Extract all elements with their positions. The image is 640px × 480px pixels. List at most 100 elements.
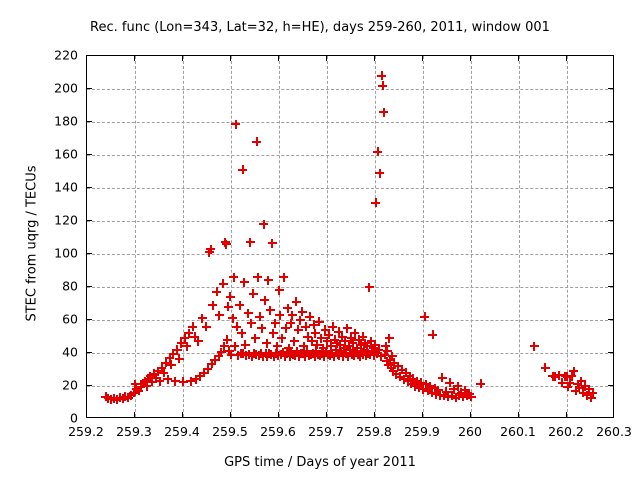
- data-point: [365, 350, 375, 360]
- data-point: [272, 341, 282, 351]
- gridline-vertical: [231, 56, 232, 417]
- data-point: [268, 328, 278, 338]
- data-point: [155, 376, 165, 386]
- data-point: [586, 393, 596, 403]
- data-point: [151, 373, 161, 383]
- data-point: [384, 333, 394, 343]
- data-point: [180, 333, 190, 343]
- x-tick-mark: [566, 412, 567, 418]
- data-point: [219, 341, 229, 351]
- data-point: [166, 360, 176, 370]
- y-tick-mark: [86, 121, 92, 122]
- data-point: [386, 363, 396, 373]
- data-point: [195, 371, 205, 381]
- data-point: [313, 350, 323, 360]
- data-point: [395, 372, 405, 382]
- data-point: [352, 343, 362, 353]
- data-point: [550, 372, 560, 382]
- data-point: [302, 346, 312, 356]
- gridline-horizontal: [87, 386, 613, 387]
- data-point: [267, 238, 277, 248]
- x-tick-mark: [518, 412, 519, 418]
- x-tick-mark: [182, 412, 183, 418]
- data-point: [106, 394, 116, 404]
- data-point: [257, 323, 267, 333]
- data-point: [299, 341, 309, 351]
- data-point: [212, 287, 222, 297]
- data-point: [382, 356, 392, 366]
- y-tick-mark: [608, 121, 614, 122]
- data-point: [307, 336, 317, 346]
- data-point: [401, 368, 411, 378]
- data-point: [204, 247, 214, 257]
- data-point: [529, 341, 539, 351]
- data-point: [203, 364, 213, 374]
- gridline-horizontal: [87, 122, 613, 123]
- data-point: [332, 338, 342, 348]
- x-tick-label: 259.8: [356, 424, 392, 439]
- data-point: [123, 393, 133, 403]
- x-tick-mark: [134, 55, 135, 61]
- plot-area: [86, 55, 614, 418]
- data-point: [337, 332, 347, 341]
- data-point: [314, 317, 324, 327]
- data-point: [334, 327, 344, 337]
- data-point: [380, 350, 390, 360]
- y-tick-mark: [608, 187, 614, 188]
- data-point: [306, 350, 316, 360]
- gridline-vertical: [135, 56, 136, 417]
- data-point: [362, 341, 372, 351]
- y-tick-label: 0: [70, 410, 78, 426]
- data-point: [157, 363, 167, 373]
- data-point: [232, 322, 242, 332]
- y-tick-label: 20: [62, 377, 78, 393]
- data-point: [288, 350, 298, 360]
- data-point: [201, 322, 211, 332]
- x-tick-label: 259.9: [404, 424, 440, 439]
- data-point: [281, 323, 291, 333]
- data-point: [441, 387, 451, 397]
- data-point: [303, 332, 313, 341]
- gridline-horizontal: [87, 287, 613, 288]
- data-point: [403, 376, 413, 386]
- y-tick-mark: [86, 385, 92, 386]
- data-point: [408, 374, 418, 384]
- gridline-horizontal: [87, 320, 613, 321]
- data-point: [210, 355, 220, 365]
- y-tick-mark: [608, 220, 614, 221]
- y-tick-label: 100: [54, 245, 78, 261]
- data-point: [548, 371, 558, 381]
- y-tick-label: 60: [62, 311, 78, 327]
- data-point: [447, 391, 457, 401]
- y-tick-mark: [608, 385, 614, 386]
- data-point: [328, 322, 338, 332]
- x-tick-label: 259.5: [212, 424, 248, 439]
- data-point: [120, 392, 130, 402]
- gridline-vertical: [279, 56, 280, 417]
- gridline-vertical: [327, 56, 328, 417]
- x-tick-mark: [422, 412, 423, 418]
- x-tick-mark: [422, 55, 423, 61]
- data-point: [360, 338, 370, 348]
- data-point: [346, 333, 356, 343]
- data-point: [163, 374, 173, 384]
- data-point: [112, 395, 122, 405]
- y-tick-mark: [608, 154, 614, 155]
- data-point: [571, 386, 581, 396]
- data-point: [375, 168, 385, 178]
- data-point: [324, 330, 334, 340]
- data-point: [573, 379, 583, 389]
- data-point: [377, 71, 387, 81]
- data-point: [348, 338, 358, 348]
- data-point: [239, 277, 249, 287]
- data-point: [248, 289, 258, 299]
- data-point: [197, 313, 207, 323]
- data-point: [188, 322, 198, 332]
- gridline-horizontal: [87, 188, 613, 189]
- data-point: [149, 369, 159, 379]
- gridline-vertical: [567, 56, 568, 417]
- data-point: [292, 346, 302, 356]
- x-tick-mark: [326, 412, 327, 418]
- data-point: [153, 366, 163, 376]
- data-point: [456, 388, 466, 398]
